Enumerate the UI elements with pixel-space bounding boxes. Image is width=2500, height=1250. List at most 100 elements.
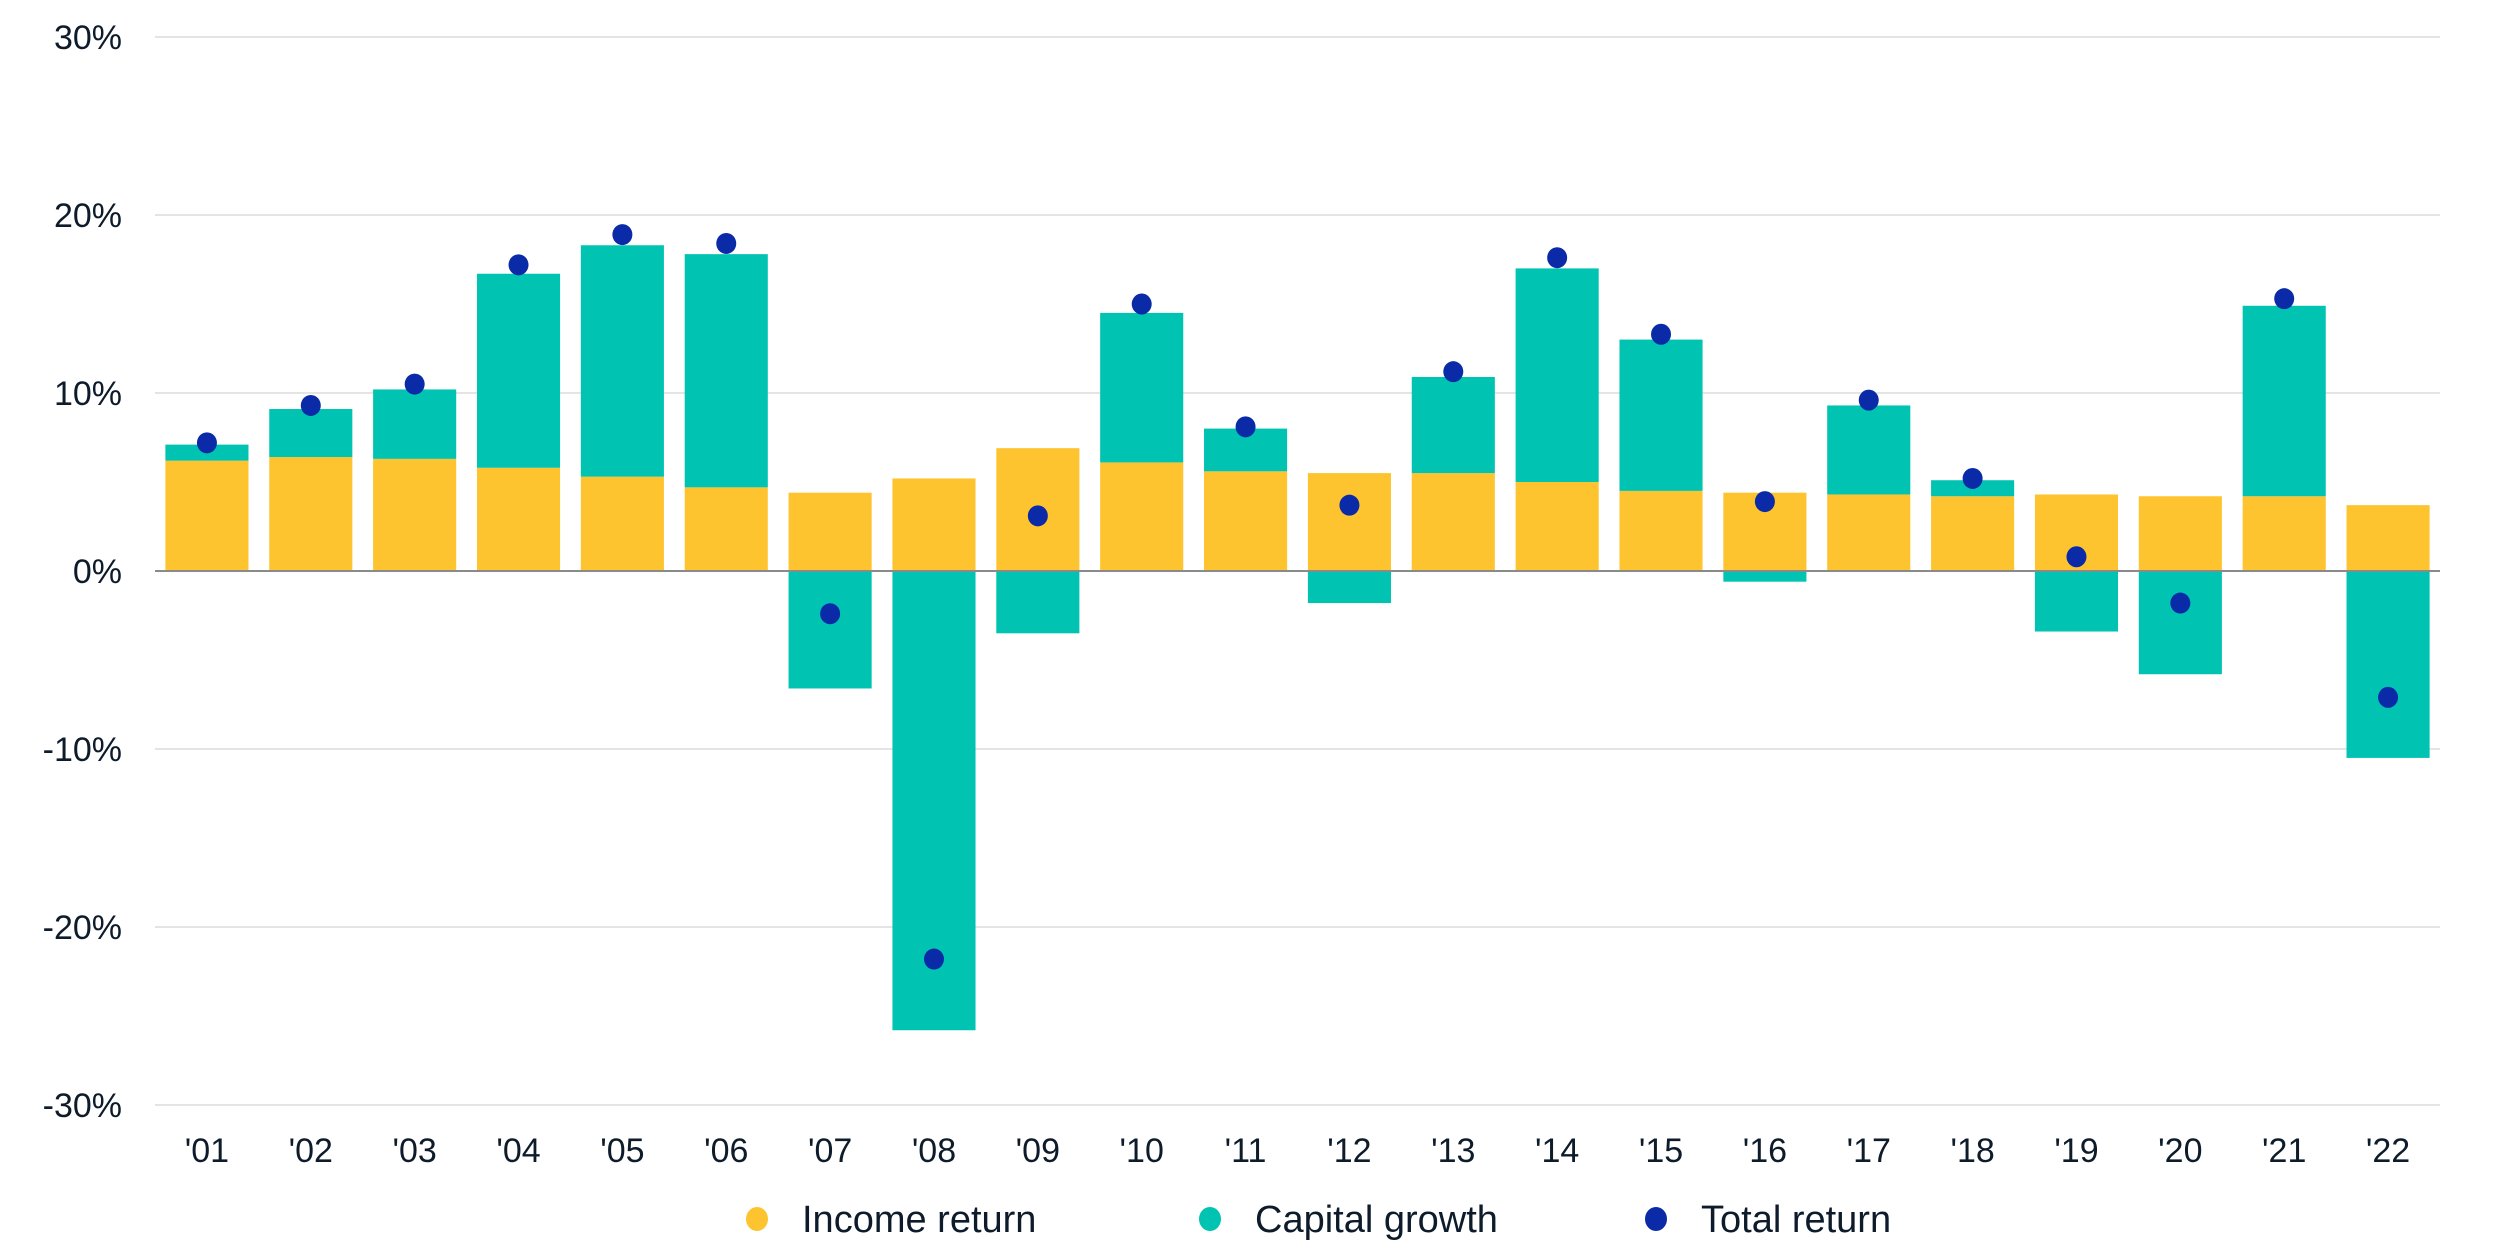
y-tick-label: 30% (54, 19, 122, 57)
point-total-return (716, 232, 737, 254)
point-total-return (1962, 467, 1983, 489)
x-tick-label: '10 (1120, 1132, 1164, 1170)
point-total-return (2170, 592, 2191, 614)
y-tick-label: 0% (73, 553, 122, 591)
bar-income-return (892, 478, 976, 571)
legend-label: Capital growth (1255, 1199, 1498, 1241)
bar-income-return (2138, 496, 2222, 571)
bar-income-return (476, 467, 561, 571)
x-tick-label: '15 (1639, 1132, 1683, 1170)
bar-capital-growth (2034, 571, 2119, 632)
point-total-return (923, 948, 944, 970)
point-total-return (196, 432, 217, 454)
bar-capital-growth (1307, 571, 1391, 604)
point-total-return (1547, 247, 1568, 269)
y-tick-label: -10% (43, 731, 122, 769)
x-tick-label: '12 (1327, 1132, 1371, 1170)
bar-capital-growth (1619, 339, 1703, 491)
x-tick-label: '14 (1535, 1132, 1579, 1170)
bar-capital-growth (2346, 571, 2430, 758)
bar-income-return (1204, 471, 1288, 571)
bar-income-return (684, 487, 768, 571)
bar-capital-growth (2242, 305, 2326, 497)
x-tick-label: '20 (2158, 1132, 2202, 1170)
legend-label: Total return (1701, 1199, 1891, 1241)
legend-item-capital-growth: Capital growth (1199, 1199, 1498, 1241)
bar-income-return (788, 492, 872, 571)
bar-capital-growth (788, 571, 872, 689)
bar-capital-growth (373, 389, 457, 459)
bar-income-return (1100, 462, 1184, 571)
x-tick-label: '17 (1847, 1132, 1891, 1170)
y-tick-label: 20% (54, 197, 122, 235)
point-total-return (612, 224, 633, 246)
bar-capital-growth (2138, 571, 2222, 675)
x-tick-label: '04 (496, 1132, 540, 1170)
y-axis-ticks: 30% 20% 10% 0% -10% -20% -30% (43, 19, 122, 1125)
point-total-return (508, 254, 529, 276)
bar-income-return (1931, 496, 2015, 571)
x-tick-label: '13 (1431, 1132, 1475, 1170)
x-axis-ticks: '01 '02 '03 '04 '05 '06 '07 '08 '09 '10 '11 '12 '13 '… (185, 1132, 2410, 1170)
bar-income-return (165, 460, 249, 571)
x-tick-label: '21 (2262, 1132, 2306, 1170)
x-tick-label: '08 (912, 1132, 956, 1170)
point-total-return (404, 373, 425, 395)
bar-income-return (2346, 505, 2430, 571)
point-total-return (1754, 491, 1775, 513)
bar-capital-growth (1515, 268, 1599, 482)
point-total-return (1651, 323, 1672, 345)
point-total-return (1235, 416, 1256, 438)
bar-income-return (1411, 473, 1495, 571)
bar-capital-growth (269, 409, 353, 458)
point-total-return (1443, 361, 1464, 383)
bar-capital-growth (1100, 312, 1184, 463)
bar-income-return (373, 458, 457, 571)
bar-income-return (269, 457, 353, 571)
legend-item-total-return: Total return (1645, 1199, 1891, 1241)
legend-marker-icon (1199, 1207, 1221, 1231)
x-tick-label: '09 (1016, 1132, 1060, 1170)
bar-capital-growth (1723, 571, 1807, 582)
legend: Income return Capital growth Total return (746, 1199, 1891, 1241)
point-total-return (300, 394, 321, 416)
x-tick-label: '03 (393, 1132, 437, 1170)
x-tick-label: '02 (289, 1132, 333, 1170)
bars (165, 245, 2430, 1031)
y-tick-label: -20% (43, 909, 122, 947)
point-total-return (1131, 293, 1152, 315)
bar-capital-growth (580, 245, 664, 477)
x-tick-label: '18 (1950, 1132, 1994, 1170)
x-tick-label: '16 (1743, 1132, 1787, 1170)
x-tick-label: '06 (704, 1132, 748, 1170)
point-total-return (2274, 288, 2295, 310)
y-tick-label: 10% (54, 375, 122, 413)
bar-income-return (1619, 490, 1703, 571)
legend-marker-icon (746, 1207, 768, 1231)
point-total-return (2378, 686, 2399, 708)
bar-capital-growth (1411, 376, 1495, 474)
bar-income-return (1515, 482, 1599, 571)
legend-item-income-return: Income return (746, 1199, 1036, 1241)
x-tick-label: '01 (185, 1132, 229, 1170)
point-total-return (820, 603, 841, 625)
total-return-points (196, 224, 2399, 970)
legend-marker-icon (1645, 1207, 1667, 1231)
bar-income-return (2242, 496, 2326, 571)
bar-capital-growth (1827, 405, 1911, 495)
bar-income-return (1307, 473, 1391, 571)
point-total-return (2066, 546, 2087, 568)
legend-label: Income return (802, 1199, 1036, 1241)
x-tick-label: '07 (808, 1132, 852, 1170)
x-tick-label: '19 (2054, 1132, 2098, 1170)
point-total-return (1027, 505, 1048, 527)
bar-capital-growth (996, 571, 1080, 634)
bar-capital-growth (476, 273, 561, 468)
x-tick-label: '22 (2366, 1132, 2410, 1170)
x-tick-label: '11 (1225, 1132, 1267, 1170)
bar-capital-growth (684, 254, 768, 488)
bar-income-return (580, 476, 664, 571)
x-tick-label: '05 (600, 1132, 644, 1170)
point-total-return (1339, 494, 1360, 516)
